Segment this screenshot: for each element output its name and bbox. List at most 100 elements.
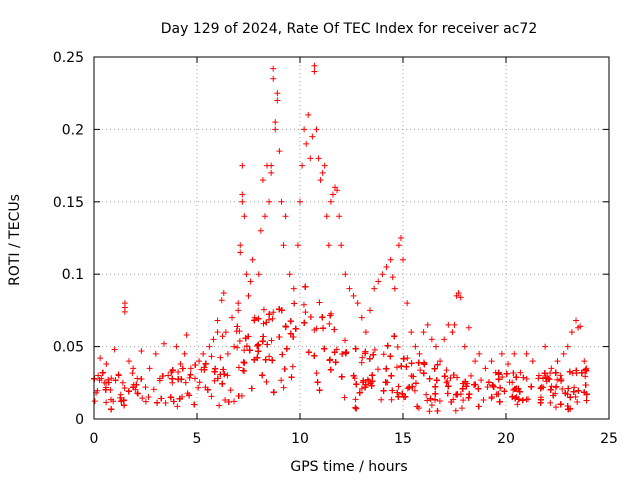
data-point (362, 384, 369, 391)
data-point (565, 385, 572, 392)
data-point (436, 397, 443, 404)
data-point (320, 325, 327, 332)
data-point (280, 242, 287, 249)
data-point (578, 369, 585, 376)
data-point (237, 242, 244, 249)
data-point (156, 375, 163, 382)
data-point (301, 319, 308, 326)
data-point (567, 405, 574, 412)
data-point (239, 191, 246, 198)
data-point (174, 403, 181, 410)
data-point (334, 187, 341, 194)
data-point (216, 402, 223, 409)
data-point (525, 396, 532, 403)
data-point (495, 371, 502, 378)
data-point (426, 375, 433, 382)
data-point (313, 325, 320, 332)
data-point (509, 393, 516, 400)
data-point (514, 401, 521, 408)
data-point (103, 399, 110, 406)
data-point (272, 126, 279, 133)
data-point (108, 406, 115, 413)
data-point (529, 358, 536, 365)
data-point (395, 393, 402, 400)
data-point (342, 337, 349, 344)
data-point (378, 396, 385, 403)
data-point (307, 155, 314, 162)
y-axis-label: ROTI / TECUs (7, 194, 23, 286)
chart-title: Day 129 of 2024, Rate Of TEC Index for r… (161, 21, 537, 37)
data-point (266, 198, 273, 205)
data-point (356, 389, 363, 396)
data-point (336, 213, 343, 220)
data-point (115, 372, 122, 379)
data-point (448, 399, 455, 406)
data-point (338, 373, 345, 380)
data-point (326, 357, 333, 364)
data-point (294, 242, 301, 249)
data-point (229, 314, 236, 321)
data-point (291, 300, 298, 307)
data-point (432, 396, 439, 403)
data-point (412, 380, 419, 387)
data-point (496, 398, 503, 405)
data-point (270, 309, 277, 316)
data-point (282, 213, 289, 220)
data-point (268, 337, 275, 344)
data-point (562, 390, 569, 397)
data-point (150, 386, 157, 393)
plot-frame (93, 56, 610, 420)
data-point (557, 372, 564, 379)
data-point (503, 370, 510, 377)
data-point (263, 378, 270, 385)
data-point (566, 368, 573, 375)
data-point (224, 372, 231, 379)
axis-tick-labels: 0 5 10 15 20 25 0 0.05 0.1 0.15 0.2 0.25 (53, 50, 618, 447)
data-point (552, 404, 559, 411)
data-point (402, 393, 409, 400)
data-point (428, 402, 435, 409)
data-point (99, 369, 106, 376)
data-point (552, 369, 559, 376)
data-point (353, 381, 360, 388)
x-tick-label: 5 (193, 431, 202, 447)
data-point (331, 326, 338, 333)
data-point (231, 398, 238, 405)
data-point (242, 335, 249, 342)
data-point (303, 140, 310, 147)
data-point (287, 330, 294, 337)
data-point (581, 358, 588, 365)
data-point (248, 385, 255, 392)
data-point (105, 376, 112, 383)
data-point (108, 396, 115, 403)
data-point (130, 384, 137, 391)
data-point (196, 358, 203, 365)
data-point (582, 373, 589, 380)
y-tick-label: 0.05 (53, 340, 84, 356)
data-point (138, 375, 145, 382)
data-point (224, 350, 231, 357)
data-point (297, 198, 303, 205)
x-tick-label: 25 (600, 431, 618, 447)
data-point (278, 377, 285, 384)
data-point (550, 392, 557, 399)
data-point (138, 347, 145, 354)
data-point (484, 383, 491, 390)
data-point (251, 356, 258, 363)
data-point (103, 360, 110, 367)
data-point (301, 126, 308, 133)
y-tick-label: 0.2 (62, 122, 84, 138)
data-point (276, 306, 283, 313)
data-point (426, 408, 433, 415)
data-point (182, 379, 189, 386)
data-point (388, 396, 395, 403)
data-point (380, 387, 387, 394)
data-point (292, 325, 299, 332)
data-point (278, 198, 285, 205)
data-point (272, 119, 279, 126)
data-point (152, 350, 159, 357)
data-point (249, 256, 256, 263)
data-point (444, 390, 451, 397)
data-point (485, 379, 492, 386)
